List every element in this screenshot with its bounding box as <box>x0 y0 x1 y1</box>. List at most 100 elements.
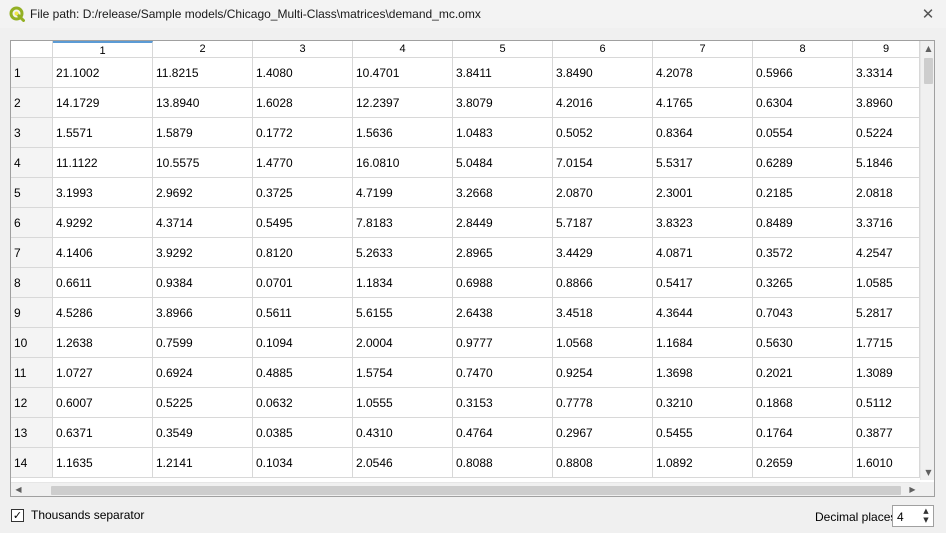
table-cell[interactable]: 0.5630 <box>753 328 853 358</box>
scroll-left-icon[interactable]: ◀ <box>15 485 22 494</box>
table-cell[interactable]: 1.4770 <box>253 148 353 178</box>
table-cell[interactable]: 0.4764 <box>453 418 553 448</box>
table-cell[interactable]: 1.1834 <box>353 268 453 298</box>
table-cell[interactable]: 2.6438 <box>453 298 553 328</box>
table-cell[interactable]: 1.3089 <box>853 358 920 388</box>
table-cell[interactable]: 5.2817 <box>853 298 920 328</box>
row-header[interactable]: 11 <box>11 358 53 388</box>
table-cell[interactable]: 2.8449 <box>453 208 553 238</box>
table-cell[interactable]: 0.6988 <box>453 268 553 298</box>
row-header[interactable]: 2 <box>11 88 53 118</box>
table-cell[interactable]: 21.1002 <box>53 58 153 88</box>
table-cell[interactable]: 10.4701 <box>353 58 453 88</box>
spin-down-icon[interactable]: ▼ <box>923 516 929 524</box>
row-header[interactable]: 1 <box>11 58 53 88</box>
table-cell[interactable]: 0.5225 <box>153 388 253 418</box>
column-header[interactable]: 3 <box>253 41 353 58</box>
table-cell[interactable]: 1.2638 <box>53 328 153 358</box>
table-cell[interactable]: 0.8866 <box>553 268 653 298</box>
table-cell[interactable]: 0.5112 <box>853 388 920 418</box>
table-corner-button[interactable] <box>11 41 53 58</box>
table-cell[interactable]: 0.6611 <box>53 268 153 298</box>
vertical-scrollbar[interactable]: ▲ ▼ <box>920 41 934 480</box>
table-cell[interactable]: 5.6155 <box>353 298 453 328</box>
table-cell[interactable]: 4.2016 <box>553 88 653 118</box>
table-cell[interactable]: 1.6010 <box>853 448 920 478</box>
spin-up-icon[interactable]: ▲ <box>923 507 929 515</box>
row-header[interactable]: 7 <box>11 238 53 268</box>
row-header[interactable]: 4 <box>11 148 53 178</box>
table-cell[interactable]: 0.4310 <box>353 418 453 448</box>
table-cell[interactable]: 2.0546 <box>353 448 453 478</box>
table-cell[interactable]: 0.5966 <box>753 58 853 88</box>
table-cell[interactable]: 0.1868 <box>753 388 853 418</box>
column-header[interactable]: 4 <box>353 41 453 58</box>
table-cell[interactable]: 3.2668 <box>453 178 553 208</box>
row-header[interactable]: 8 <box>11 268 53 298</box>
table-cell[interactable]: 0.5052 <box>553 118 653 148</box>
table-cell[interactable]: 3.8079 <box>453 88 553 118</box>
table-cell[interactable]: 4.3644 <box>653 298 753 328</box>
table-cell[interactable]: 0.3877 <box>853 418 920 448</box>
row-header[interactable]: 3 <box>11 118 53 148</box>
table-cell[interactable]: 0.0385 <box>253 418 353 448</box>
table-cell[interactable]: 0.3549 <box>153 418 253 448</box>
table-cell[interactable]: 0.1772 <box>253 118 353 148</box>
table-cell[interactable]: 0.5455 <box>653 418 753 448</box>
table-cell[interactable]: 0.6289 <box>753 148 853 178</box>
horizontal-scrollbar[interactable]: ◀ ▶ <box>11 482 920 496</box>
table-cell[interactable]: 0.5224 <box>853 118 920 148</box>
table-cell[interactable]: 0.2021 <box>753 358 853 388</box>
row-header[interactable]: 14 <box>11 448 53 478</box>
table-cell[interactable]: 2.0870 <box>553 178 653 208</box>
table-cell[interactable]: 2.3001 <box>653 178 753 208</box>
row-header[interactable]: 12 <box>11 388 53 418</box>
table-cell[interactable]: 0.5611 <box>253 298 353 328</box>
table-cell[interactable]: 0.7778 <box>553 388 653 418</box>
table-cell[interactable]: 1.5571 <box>53 118 153 148</box>
table-cell[interactable]: 13.8940 <box>153 88 253 118</box>
table-cell[interactable]: 3.8411 <box>453 58 553 88</box>
thousands-separator-checkbox[interactable]: ✓ <box>11 509 24 522</box>
table-cell[interactable]: 4.9292 <box>53 208 153 238</box>
table-cell[interactable]: 4.0871 <box>653 238 753 268</box>
table-cell[interactable]: 0.1764 <box>753 418 853 448</box>
table-cell[interactable]: 1.0555 <box>353 388 453 418</box>
table-cell[interactable]: 0.6007 <box>53 388 153 418</box>
column-header[interactable]: 2 <box>153 41 253 58</box>
table-cell[interactable]: 0.5417 <box>653 268 753 298</box>
table-cell[interactable]: 0.3153 <box>453 388 553 418</box>
table-cell[interactable]: 3.8960 <box>853 88 920 118</box>
row-header[interactable]: 13 <box>11 418 53 448</box>
table-cell[interactable]: 0.7599 <box>153 328 253 358</box>
table-cell[interactable]: 1.0727 <box>53 358 153 388</box>
table-cell[interactable]: 1.2141 <box>153 448 253 478</box>
table-cell[interactable]: 4.5286 <box>53 298 153 328</box>
table-cell[interactable]: 16.0810 <box>353 148 453 178</box>
column-header[interactable]: 9 <box>853 41 920 58</box>
table-cell[interactable]: 3.4518 <box>553 298 653 328</box>
table-cell[interactable]: 3.8490 <box>553 58 653 88</box>
table-cell[interactable]: 2.0004 <box>353 328 453 358</box>
row-header[interactable]: 9 <box>11 298 53 328</box>
table-cell[interactable]: 1.0892 <box>653 448 753 478</box>
horizontal-scroll-thumb[interactable] <box>51 486 901 495</box>
table-cell[interactable]: 4.1765 <box>653 88 753 118</box>
decimal-places-spinbox[interactable]: 4 ▲ ▼ <box>892 505 934 527</box>
table-cell[interactable]: 4.7199 <box>353 178 453 208</box>
table-cell[interactable]: 4.3714 <box>153 208 253 238</box>
thousands-separator-label[interactable]: Thousands separator <box>31 508 145 522</box>
table-cell[interactable]: 12.2397 <box>353 88 453 118</box>
table-cell[interactable]: 4.2547 <box>853 238 920 268</box>
table-cell[interactable]: 0.2967 <box>553 418 653 448</box>
table-cell[interactable]: 0.8489 <box>753 208 853 238</box>
table-cell[interactable]: 0.9384 <box>153 268 253 298</box>
table-cell[interactable]: 5.5317 <box>653 148 753 178</box>
table-cell[interactable]: 7.8183 <box>353 208 453 238</box>
table-cell[interactable]: 3.4429 <box>553 238 653 268</box>
table-cell[interactable]: 0.9777 <box>453 328 553 358</box>
table-cell[interactable]: 0.6371 <box>53 418 153 448</box>
table-cell[interactable]: 2.9692 <box>153 178 253 208</box>
scroll-right-icon[interactable]: ▶ <box>909 485 916 494</box>
table-cell[interactable]: 0.6924 <box>153 358 253 388</box>
